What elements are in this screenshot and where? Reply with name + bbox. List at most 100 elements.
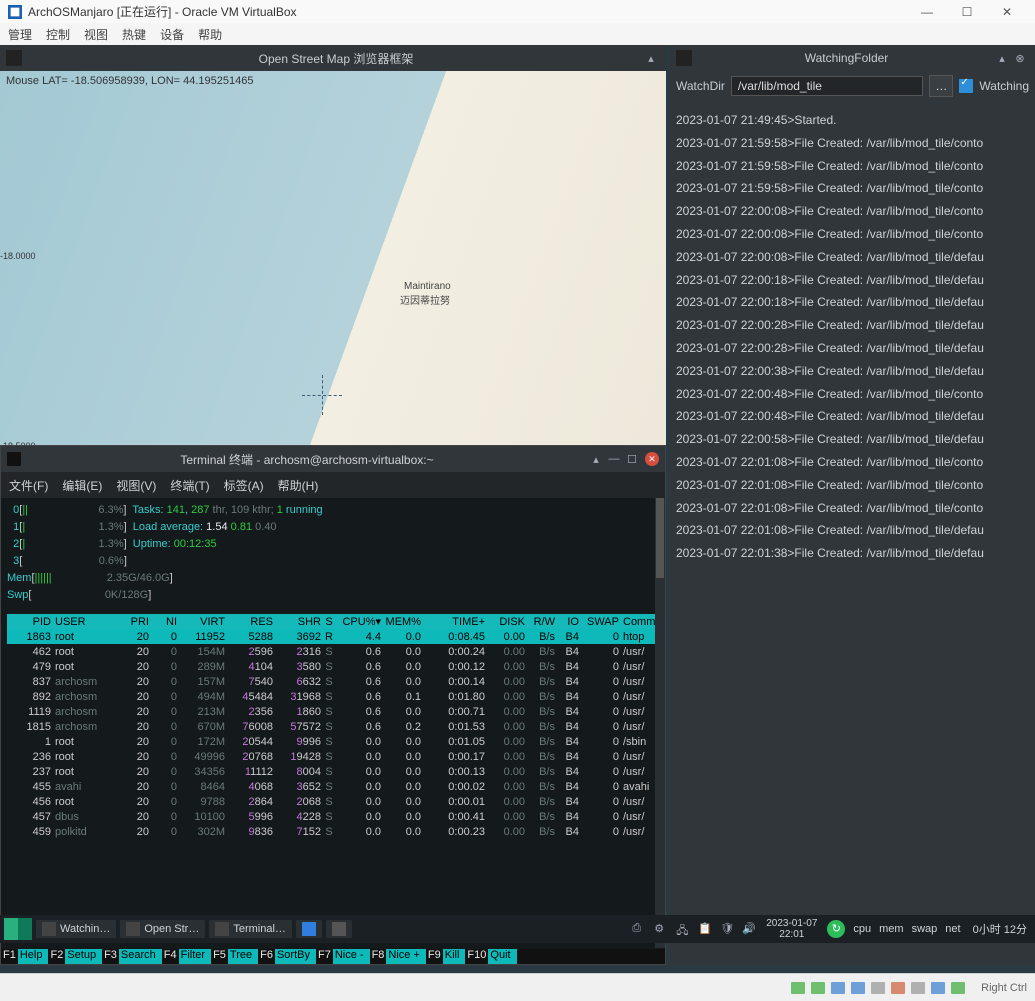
htop-column-header[interactable]: VIRT (177, 616, 225, 628)
desktop-pager[interactable] (296, 920, 322, 938)
fn-label[interactable]: Kill (443, 949, 466, 964)
terminal-scrollbar[interactable] (655, 498, 665, 948)
watch-titlebar[interactable]: WatchingFolder ▴ ⊗ (670, 45, 1035, 71)
watching-checkbox[interactable] (959, 79, 973, 93)
vbox-menu-item[interactable]: 控制 (46, 26, 70, 43)
monitor-label[interactable]: cpu (849, 923, 875, 935)
fn-label[interactable]: Nice + (386, 949, 426, 964)
fn-label[interactable]: Quit (488, 949, 516, 964)
htop-process-row[interactable]: 236root200499962076819428S0.00.00:00.170… (7, 749, 659, 764)
audio-icon[interactable] (911, 982, 925, 994)
tray-icon[interactable]: 📋 (698, 922, 712, 936)
taskbar-clock[interactable]: 2023-01-07 22:01 (760, 918, 823, 940)
terminal-menu-item[interactable]: 帮助(H) (278, 477, 319, 494)
htop-column-header[interactable]: PID (7, 616, 51, 628)
desktop-pager[interactable] (326, 920, 352, 938)
shade-button[interactable]: ▴ (642, 52, 660, 65)
shared-folder-icon[interactable] (871, 982, 885, 994)
monitor-label[interactable]: mem (875, 923, 907, 935)
close-button[interactable]: ✕ (645, 452, 659, 466)
terminal-menu-item[interactable]: 编辑(E) (62, 477, 102, 494)
start-button[interactable] (4, 918, 32, 940)
vbox-menu-item[interactable]: 设备 (160, 26, 184, 43)
volume-icon[interactable]: 🔊 (742, 922, 756, 936)
htop-process-row[interactable]: 479root200289M41043580S0.60.00:00.120.00… (7, 659, 659, 674)
htop-process-row[interactable]: 455avahi200846440683652S0.00.00:00.020.0… (7, 779, 659, 794)
watch-log[interactable]: 2023-01-07 21:49:45>Started.2023-01-07 2… (670, 101, 1035, 965)
vbox-menu-item[interactable]: 热键 (122, 26, 146, 43)
htop-column-header[interactable]: NI (149, 616, 177, 628)
htop-column-header[interactable]: CPU%▾ (337, 615, 381, 628)
minimize-button[interactable]: — (605, 453, 623, 465)
monitor-label[interactable]: net (941, 923, 964, 935)
htop-process-row[interactable]: 459polkitd200302M98367152S0.00.00:00.230… (7, 824, 659, 839)
vbox-menu-item[interactable]: 帮助 (198, 26, 222, 43)
fn-label[interactable]: Filter (179, 949, 211, 964)
htop-process-row[interactable]: 1root200172M205449996S0.00.00:01.050.00B… (7, 734, 659, 749)
htop-column-header[interactable]: USER (51, 616, 121, 628)
disk-activity-icon[interactable] (791, 982, 805, 994)
vbox-menu-item[interactable]: 管理 (8, 26, 32, 43)
fn-label[interactable]: Help (18, 949, 49, 964)
tray-icon[interactable]: ⚙ (654, 922, 668, 936)
network-icon[interactable] (831, 982, 845, 994)
htop-column-header[interactable]: DISK (485, 616, 525, 628)
recording-icon[interactable] (931, 982, 945, 994)
monitor-label[interactable]: swap (908, 923, 942, 935)
htop-process-row[interactable]: 1119archosm200213M23561860S0.60.00:00.71… (7, 704, 659, 719)
fn-label[interactable]: Nice - (333, 949, 370, 964)
cpu-icon[interactable] (951, 982, 965, 994)
htop-process-row[interactable]: 837archosm200157M75406632S0.60.00:00.140… (7, 674, 659, 689)
htop-process-row[interactable]: 457dbus2001010059964228S0.00.00:00.410.0… (7, 809, 659, 824)
watchdir-input[interactable] (731, 76, 924, 96)
htop-process-row[interactable]: 456root200978828642068S0.00.00:00.010.00… (7, 794, 659, 809)
maximize-button[interactable]: ☐ (623, 453, 641, 466)
htop-column-header[interactable]: TIME+ (421, 616, 485, 628)
map-titlebar[interactable]: Open Street Map 浏览器框架 ▴ (0, 45, 666, 71)
htop-column-header[interactable]: S (321, 616, 337, 628)
taskbar-item[interactable]: Watchin… (36, 920, 116, 938)
taskbar-item[interactable]: Terminal… (209, 920, 292, 938)
maximize-button[interactable]: ☐ (947, 5, 987, 19)
htop-column-header[interactable]: Comma (619, 616, 659, 628)
close-button[interactable]: ⊗ (1011, 52, 1029, 65)
htop-header[interactable]: PIDUSERPRINIVIRTRESSHRSCPU%▾MEM%TIME+DIS… (7, 614, 659, 629)
taskbar-item[interactable]: Open Str… (120, 920, 205, 938)
tray-icon[interactable]: ⎙ (632, 922, 646, 936)
rollup-button[interactable]: ▴ (587, 453, 605, 466)
tray-icon[interactable]: 🛡 (720, 922, 734, 936)
terminal-menu-item[interactable]: 视图(V) (116, 477, 156, 494)
htop-process-list[interactable]: 1863root2001195252883692R4.40.00:08.450.… (7, 629, 659, 839)
terminal-titlebar[interactable]: Terminal 终端 - archosm@archosm-virtualbox… (1, 446, 665, 472)
usb-icon[interactable] (851, 982, 865, 994)
htop-column-header[interactable]: SHR (273, 616, 321, 628)
tray-icon[interactable]: 🖧 (676, 922, 690, 936)
htop-process-row[interactable]: 237root20034356111128004S0.00.00:00.130.… (7, 764, 659, 779)
terminal-menu-item[interactable]: 标签(A) (224, 477, 264, 494)
display-icon[interactable] (891, 982, 905, 994)
htop-column-header[interactable]: RES (225, 616, 273, 628)
htop-process-row[interactable]: 462root200154M25962316S0.60.00:00.240.00… (7, 644, 659, 659)
shade-button[interactable]: ▴ (993, 52, 1011, 65)
terminal-body[interactable]: 0[|| 6.3%] Tasks: 141, 287 thr, 109 kthr… (1, 498, 665, 964)
htop-process-row[interactable]: 1815archosm200670M7600857572S0.60.20:01.… (7, 719, 659, 734)
terminal-menu-item[interactable]: 终端(T) (170, 477, 209, 494)
htop-column-header[interactable]: MEM% (381, 616, 421, 628)
htop-column-header[interactable]: R/W (525, 616, 555, 628)
fn-label[interactable]: Setup (65, 949, 102, 964)
minimize-button[interactable]: — (907, 5, 947, 19)
browse-button[interactable]: … (929, 75, 953, 97)
fn-label[interactable]: Search (119, 949, 162, 964)
htop-column-header[interactable]: SWAP (579, 616, 619, 628)
terminal-menu-item[interactable]: 文件(F) (9, 477, 48, 494)
optical-icon[interactable] (811, 982, 825, 994)
htop-function-bar[interactable]: F1HelpF2SetupF3SearchF4FilterF5TreeF6Sor… (1, 949, 665, 964)
htop-column-header[interactable]: IO (555, 616, 579, 628)
vbox-menu-item[interactable]: 视图 (84, 26, 108, 43)
htop-process-row[interactable]: 1863root2001195252883692R4.40.00:08.450.… (7, 629, 659, 644)
update-icon[interactable]: ↻ (827, 920, 845, 938)
htop-process-row[interactable]: 892archosm200494M4548431968S0.60.10:01.8… (7, 689, 659, 704)
fn-label[interactable]: SortBy (275, 949, 316, 964)
fn-label[interactable]: Tree (228, 949, 258, 964)
htop-column-header[interactable]: PRI (121, 616, 149, 628)
